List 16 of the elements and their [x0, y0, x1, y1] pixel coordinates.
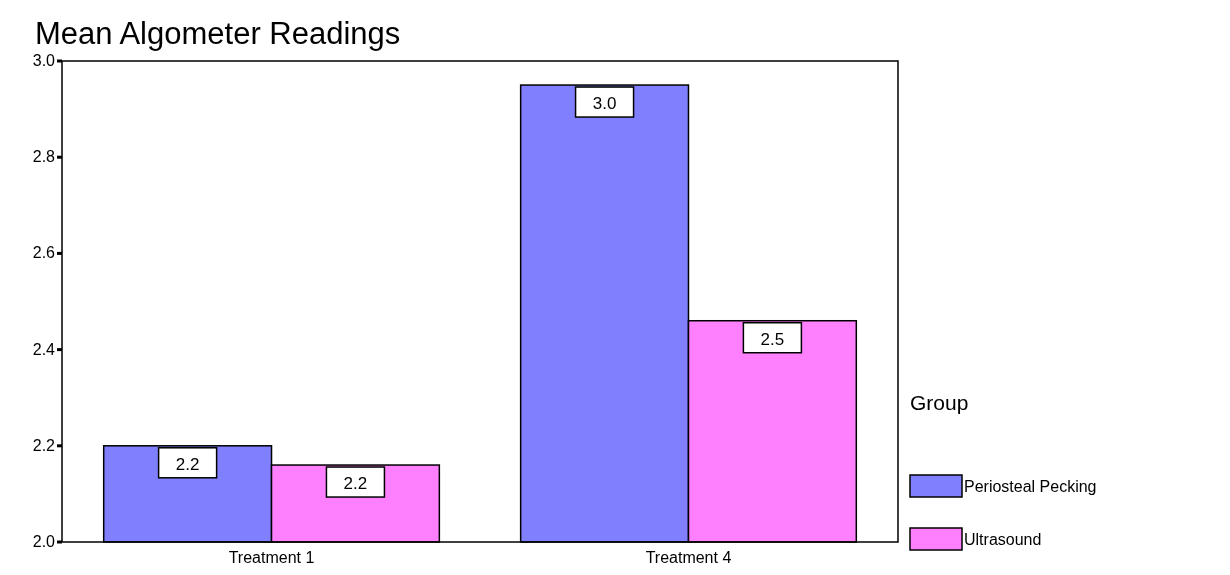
y-tick-label: 2.6	[32, 244, 56, 262]
y-tick-label: 2.2	[32, 436, 56, 454]
x-tick-label: Treatment 1	[228, 549, 315, 566]
data-label: 2.2	[343, 474, 368, 494]
x-tick-label: Treatment 4	[645, 549, 732, 566]
y-tick-label: 2.8	[32, 148, 56, 166]
legend-label: Ultrasound	[964, 531, 1042, 548]
y-tick-label: 3.0	[32, 52, 56, 69]
y-tick-label: 2.4	[32, 340, 56, 358]
chart-title: Mean Algometer Readings	[35, 16, 401, 51]
legend-label: Periosteal Pecking	[964, 478, 1097, 495]
legend-title: Group	[910, 391, 969, 414]
data-label: 3.0	[592, 94, 617, 114]
data-label: 2.2	[175, 454, 200, 474]
data-label: 2.5	[760, 329, 785, 349]
y-tick-label: 2.0	[32, 533, 56, 550]
